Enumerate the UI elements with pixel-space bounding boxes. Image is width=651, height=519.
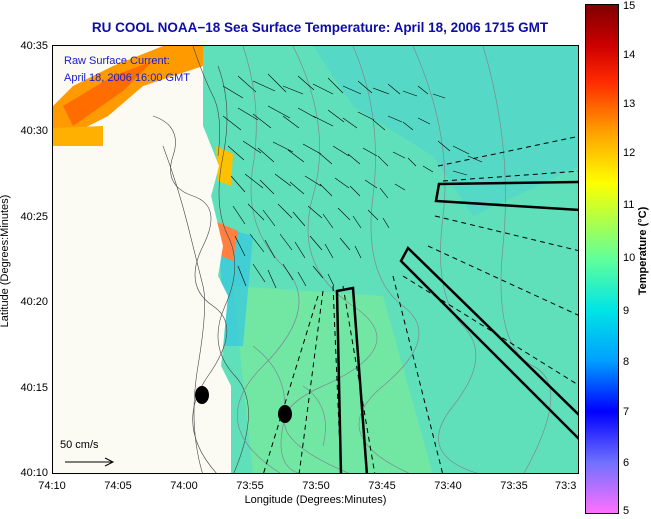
warm-bay-patch (53, 126, 103, 146)
current-note-line2: April 18, 2006 16:00 GMT (64, 72, 190, 84)
radar-site-marker (195, 386, 209, 404)
x-tick: 74:05 (104, 480, 132, 492)
radar-beam-outlines (335, 180, 578, 473)
colorbar-tick: 6 (623, 457, 630, 469)
warm-coastal-patch-core (63, 61, 153, 126)
map-title: RU COOL NOAA−18 Sea Surface Temperature:… (91, 20, 549, 35)
colorbar-tick: 13 (623, 98, 636, 110)
y-axis-label: Latitude (Degrees:Minutes) (0, 194, 11, 328)
sst-map-plot: Raw Surface Current: April 18, 2006 16:0… (52, 45, 579, 474)
sst-map-canvas (53, 46, 578, 473)
x-tick: 73:55 (236, 480, 264, 492)
colorbar-tick: 10 (623, 252, 636, 264)
colorbar-tick: 15 (623, 0, 636, 12)
land-mass (53, 76, 231, 473)
surface-current-vectors (222, 73, 483, 289)
x-tick: 74:10 (38, 480, 66, 492)
radar-site-marker-2 (278, 405, 292, 423)
colorbar-tick: 12 (623, 147, 636, 159)
colorbar-tick: 5 (623, 505, 630, 517)
x-tick: 74:00 (170, 480, 198, 492)
y-tick: 40:20 (20, 296, 48, 308)
y-tick: 40:25 (20, 211, 48, 223)
coastline-contours (152, 46, 249, 473)
x-tick: 73:45 (368, 480, 396, 492)
scale-label: 50 cm/s (60, 439, 99, 451)
x-tick: 73:35 (500, 480, 528, 492)
y-tick: 40:35 (20, 40, 48, 52)
scale-arrow (65, 457, 115, 467)
y-tick: 40:10 (20, 467, 48, 479)
colorbar-tick: 7 (623, 406, 630, 418)
radar-range-lines (263, 135, 578, 473)
warm-inlet-patch (216, 146, 233, 186)
bathymetry-contours (237, 46, 552, 473)
temperature-colorbar (585, 4, 619, 514)
x-tick: 73:50 (302, 480, 330, 492)
x-tick: 73:40 (434, 480, 462, 492)
warm-coastal-patch (53, 46, 203, 144)
colorbar-tick: 9 (623, 305, 630, 317)
y-tick: 40:30 (20, 125, 48, 137)
colorbar-tick: 14 (623, 49, 636, 61)
current-note-line1: Raw Surface Current: (64, 55, 170, 67)
colorbar-tick: 11 (623, 199, 635, 211)
colorbar-label: Temperature (°C) (637, 206, 649, 296)
colorbar-tick: 8 (623, 356, 630, 368)
x-tick: 73:3 (555, 480, 577, 492)
x-axis-label: Longitude (Degrees:Minutes) (244, 494, 387, 506)
y-tick: 40:15 (20, 382, 48, 394)
cooler-water-region (313, 46, 578, 216)
